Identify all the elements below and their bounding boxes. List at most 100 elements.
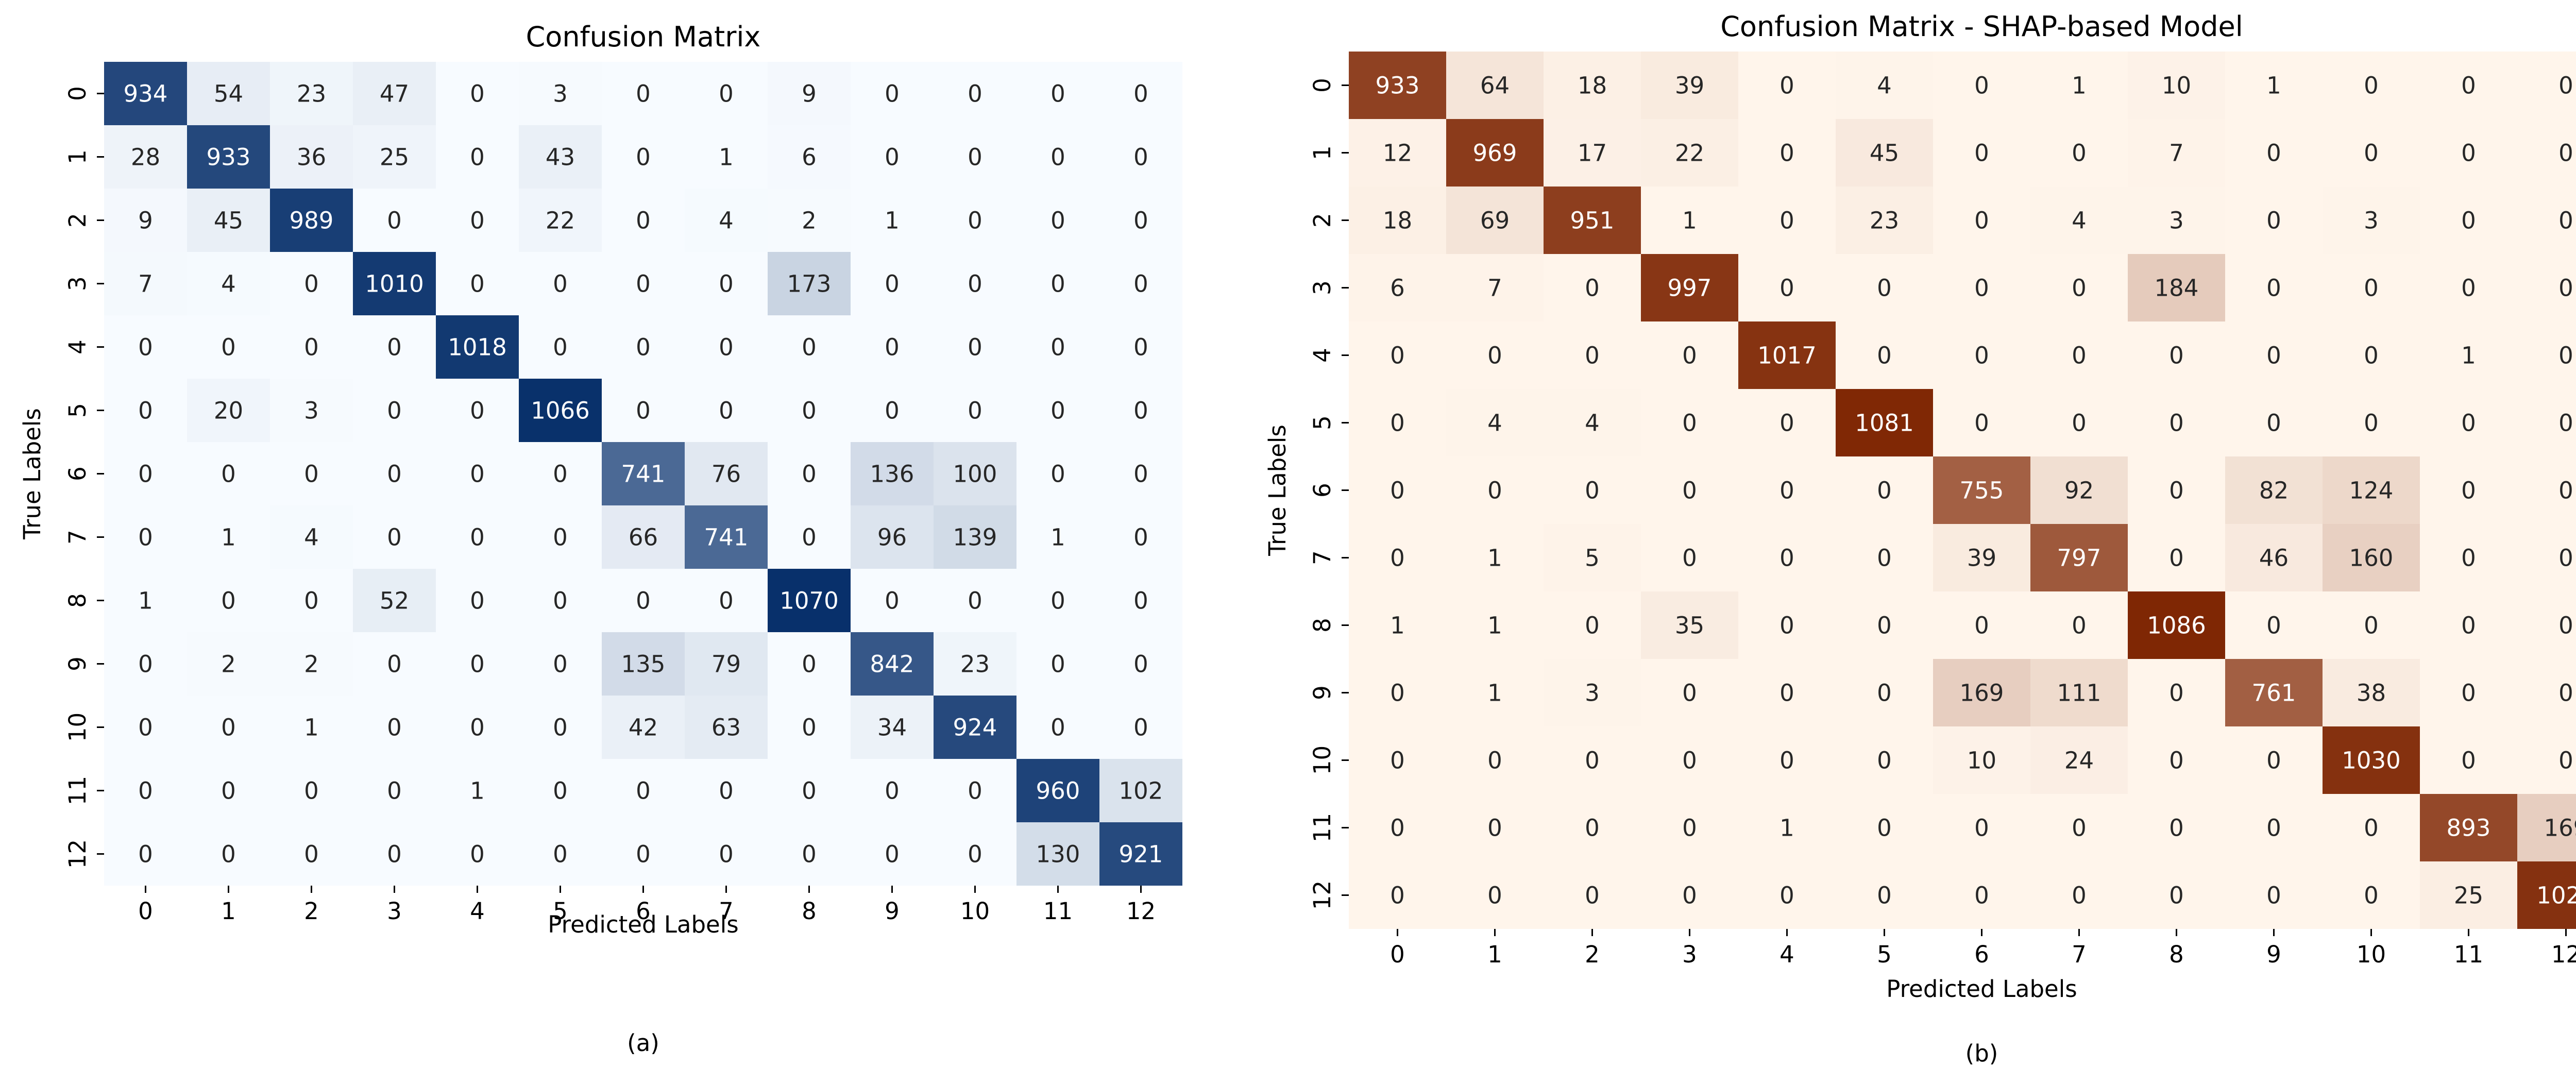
- heatmap-cell: [1544, 119, 1641, 187]
- heatmap-cell: [851, 252, 934, 315]
- cell-value: 0: [1133, 80, 1148, 108]
- cell-value: 9: [138, 207, 153, 234]
- heatmap-cell: [2128, 794, 2225, 861]
- heatmap-cell: [2128, 321, 2225, 389]
- heatmap-cell: [1016, 379, 1099, 442]
- cell-value: 0: [1780, 882, 1794, 909]
- heatmap-cell: [1349, 659, 1446, 726]
- cell-value: 0: [885, 144, 900, 171]
- cell-value: 0: [1682, 747, 1697, 774]
- cell-value: 0: [1585, 882, 1600, 909]
- cell-value: 45: [214, 207, 243, 234]
- heatmap-cell: [2030, 726, 2128, 794]
- x-tick-label: 7: [719, 897, 734, 925]
- heatmap-cell: [2420, 456, 2517, 524]
- cell-value: 0: [802, 524, 817, 551]
- heatmap-cell: [1349, 119, 1446, 187]
- heatmap-cell: [768, 696, 851, 759]
- heatmap-cell: [2420, 659, 2517, 726]
- cell-value: 0: [2364, 140, 2379, 167]
- cell-value: 1: [2461, 342, 2476, 369]
- heatmap-cell: [2517, 591, 2576, 659]
- cell-value: 10: [2162, 72, 2191, 99]
- heatmap-cell: [187, 696, 270, 759]
- heatmap-cell: [1933, 456, 2030, 524]
- cell-value: 0: [470, 524, 485, 551]
- heatmap-cell: [1738, 591, 1836, 659]
- heatmap-cell: [2323, 659, 2420, 726]
- heatmap-cell: [851, 505, 934, 569]
- heatmap-cell: [1933, 389, 2030, 456]
- heatmap-cell: [685, 505, 768, 569]
- cell-value: 0: [636, 80, 651, 108]
- cell-value: 4: [1487, 410, 1502, 437]
- cell-value: 0: [1585, 747, 1600, 774]
- heatmap-cell: [2420, 321, 2517, 389]
- heatmap-cell: [2323, 861, 2420, 929]
- y-tick-label: 11: [1309, 813, 1336, 842]
- heatmap-cell: [270, 62, 353, 125]
- heatmap-cell: [519, 62, 602, 125]
- cell-value: 0: [221, 777, 236, 805]
- cell-value: 0: [304, 334, 319, 361]
- cell-value: 0: [304, 461, 319, 488]
- cell-value: 2: [802, 207, 817, 234]
- cell-value: 0: [2072, 612, 2087, 639]
- heatmap-cell: [2225, 659, 2323, 726]
- heatmap-cell: [104, 632, 187, 696]
- cell-value: 0: [719, 777, 734, 805]
- x-tick-label: 10: [960, 897, 990, 925]
- cell-value: 0: [2364, 275, 2379, 302]
- heatmap-cell: [1446, 389, 1544, 456]
- cell-value: 43: [546, 144, 575, 171]
- heatmap-cell: [104, 759, 187, 822]
- heatmap-cell: [1738, 794, 1836, 861]
- cell-value: 1066: [531, 397, 590, 425]
- heatmap-cell: [934, 125, 1016, 189]
- cell-value: 0: [719, 397, 734, 425]
- cell-value: 0: [1682, 342, 1697, 369]
- cell-value: 0: [1050, 207, 1065, 234]
- heatmap-cell: [270, 252, 353, 315]
- cell-value: 0: [968, 80, 982, 108]
- heatmap-cell: [1738, 119, 1836, 187]
- heatmap-cell: [2225, 524, 2323, 591]
- heatmap-cell: [2517, 524, 2576, 591]
- heatmap-cell: [519, 125, 602, 189]
- heatmap-cell: [2128, 726, 2225, 794]
- cell-value: 0: [470, 651, 485, 678]
- heatmap-cell: [2517, 659, 2576, 726]
- heatmap-cell: [2128, 254, 2225, 321]
- heatmap-cell: [1099, 315, 1182, 379]
- heatmap-cell: [1544, 861, 1641, 929]
- cell-value: 0: [2558, 747, 2573, 774]
- heatmap-cell: [768, 315, 851, 379]
- cell-value: 76: [711, 461, 741, 488]
- cell-value: 0: [387, 841, 402, 868]
- heatmap-cell: [1544, 187, 1641, 254]
- heatmap-cell: [934, 62, 1016, 125]
- heatmap-cell: [1836, 524, 1933, 591]
- cell-value: 0: [2461, 612, 2476, 639]
- cell-value: 23: [960, 651, 990, 678]
- heatmap-cell: [270, 379, 353, 442]
- heatmap-cell: [187, 379, 270, 442]
- x-tick-label: 7: [2072, 941, 2087, 968]
- heatmap-cell: [1836, 119, 1933, 187]
- cell-value: 0: [1974, 275, 1989, 302]
- cell-value: 1081: [1855, 410, 1914, 437]
- heatmap-cell: [1446, 52, 1544, 119]
- cell-value: 0: [719, 587, 734, 615]
- cell-value: 0: [1974, 815, 1989, 842]
- cell-value: 0: [719, 334, 734, 361]
- cell-value: 169: [1960, 680, 2004, 707]
- cell-value: 0: [470, 587, 485, 615]
- cell-value: 0: [802, 397, 817, 425]
- heatmap-cell: [1933, 321, 2030, 389]
- heatmap-cell: [2420, 389, 2517, 456]
- heatmap-cell: [768, 759, 851, 822]
- cell-value: 0: [1585, 342, 1600, 369]
- cell-value: 0: [968, 777, 982, 805]
- heatmap-cell: [2420, 524, 2517, 591]
- heatmap-cell: [1446, 119, 1544, 187]
